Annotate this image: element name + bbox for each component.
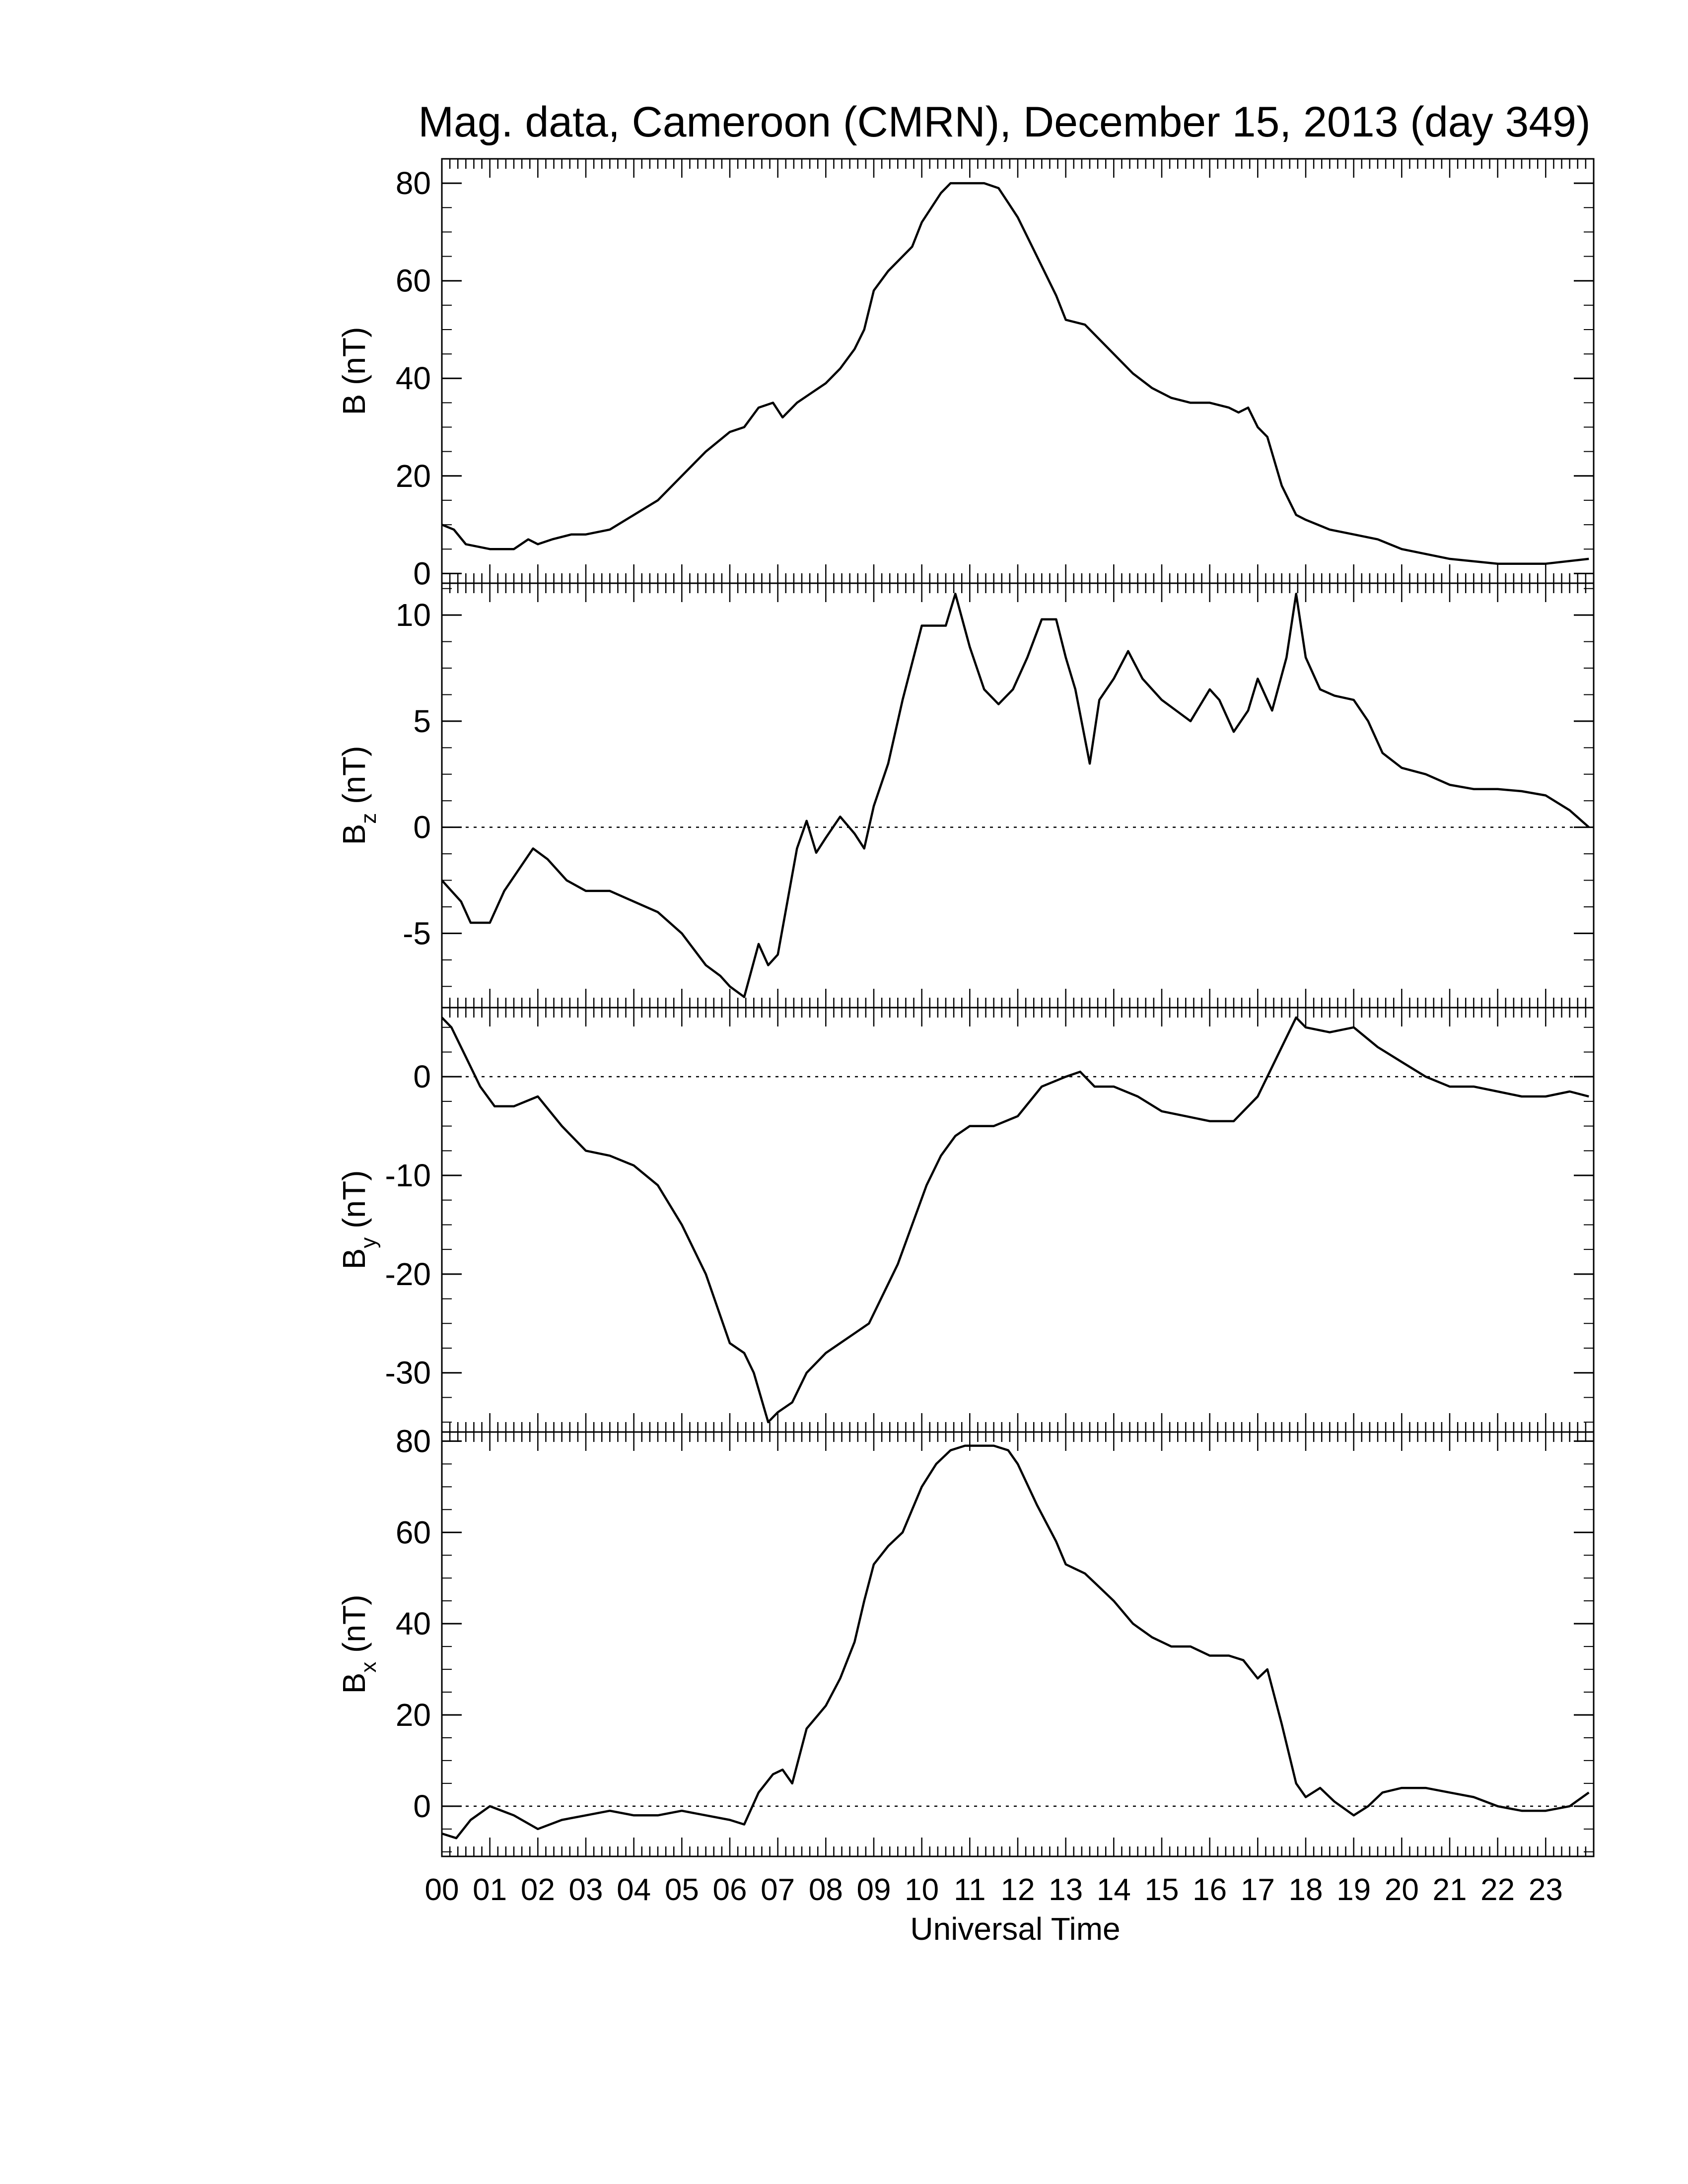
y-tick-label: 0 [413, 810, 431, 845]
y-axis-label-subscript: x [356, 1662, 381, 1673]
panel-3: -30 -20 -10 0 By (nT) [336, 1007, 1595, 1433]
x-axis: 00 01 02 03 04 05 06 07 08 09 10 11 12 13 14 15 16 17 18 19… [425, 1873, 1563, 1907]
y-tick-label: -5 [403, 915, 431, 951]
x-tick-label: 14 [1097, 1873, 1131, 1907]
x-tick-label: 00 [425, 1873, 459, 1907]
series-line [441, 1444, 1590, 1840]
x-tick-label: 07 [761, 1873, 795, 1907]
x-tick-label: 22 [1480, 1873, 1515, 1907]
y-tick-label: 20 [396, 458, 431, 494]
x-tick-label: 05 [665, 1873, 699, 1907]
x-tick-label: 02 [521, 1873, 555, 1907]
x-tick-label: 08 [809, 1873, 843, 1907]
y-axis-label-main: B [336, 824, 372, 845]
y-axis-label-unit: (nT) [336, 1170, 372, 1237]
y-tick-label: -30 [385, 1355, 431, 1391]
y-tick-label: 0 [413, 1059, 431, 1094]
x-tick-label: 20 [1385, 1873, 1419, 1907]
panel-frame [441, 582, 1595, 1009]
x-tick-label: 01 [473, 1873, 507, 1907]
x-tick-label: 16 [1193, 1873, 1227, 1907]
x-tick-label: 15 [1145, 1873, 1179, 1907]
y-axis-label-unit: (nT) [336, 1595, 372, 1662]
y-tick-label: 80 [396, 1423, 431, 1459]
y-axis-label: By (nT) [336, 1170, 381, 1270]
x-tick-label: 11 [954, 1873, 985, 1907]
y-tick-label: 0 [413, 1788, 431, 1824]
x-tick-label: 17 [1241, 1873, 1275, 1907]
series-line [441, 1016, 1589, 1424]
y-axis-label-subscript: z [356, 813, 381, 824]
x-tick-label: 03 [569, 1873, 603, 1907]
y-tick-label: 60 [396, 263, 431, 299]
y-axis-label-main: B [336, 1673, 372, 1694]
x-tick-label: 12 [1001, 1873, 1035, 1907]
x-tick-label: 06 [713, 1873, 747, 1907]
panel-2: -5 0 5 10 Bz (nT) [336, 582, 1595, 1009]
series-line [441, 182, 1589, 565]
y-axis-label-subscript: y [356, 1237, 381, 1248]
y-tick-label: 5 [413, 703, 431, 739]
x-tick-label: 04 [617, 1873, 651, 1907]
chart-title: Mag. data, Cameroon (CMRN), December 15,… [418, 98, 1590, 146]
panel-4: 0 20 40 60 80 Bx (nT) [336, 1423, 1595, 1857]
y-axis-label: Bx (nT) [336, 1595, 381, 1694]
y-axis-label-main: B [336, 1248, 372, 1270]
panel-frame [441, 1007, 1595, 1433]
x-tick-label: 23 [1529, 1873, 1563, 1907]
panel-frame [441, 158, 1595, 584]
panels: 0 20 40 60 80 B (nT) -5 0 5 10 Bz (nT) -30 -20 -10 0 By… [336, 158, 1595, 1857]
y-tick-label: 20 [396, 1697, 431, 1733]
x-axis-label: Universal Time [910, 1911, 1120, 1947]
y-tick-label: 0 [413, 555, 431, 591]
x-tick-label: 13 [1049, 1873, 1083, 1907]
y-tick-label: 40 [396, 1606, 431, 1641]
y-tick-label: 10 [396, 597, 431, 633]
y-axis-label: B (nT) [336, 327, 372, 415]
y-tick-label: 40 [396, 360, 431, 396]
x-tick-label: 18 [1289, 1873, 1323, 1907]
y-tick-label: -20 [385, 1256, 431, 1292]
x-tick-label: 21 [1433, 1873, 1467, 1907]
panel-1: 0 20 40 60 80 B (nT) [336, 158, 1595, 591]
y-tick-label: 60 [396, 1514, 431, 1550]
panel-frame [441, 1431, 1595, 1857]
y-axis-label-unit: (nT) [336, 746, 372, 813]
x-tick-label: 10 [905, 1873, 939, 1907]
y-tick-label: -10 [385, 1158, 431, 1193]
x-tick-label: 19 [1336, 1873, 1371, 1907]
series-line [441, 593, 1590, 998]
y-axis-label: Bz (nT) [336, 746, 381, 845]
x-tick-label: 09 [857, 1873, 891, 1907]
y-tick-label: 80 [396, 165, 431, 201]
